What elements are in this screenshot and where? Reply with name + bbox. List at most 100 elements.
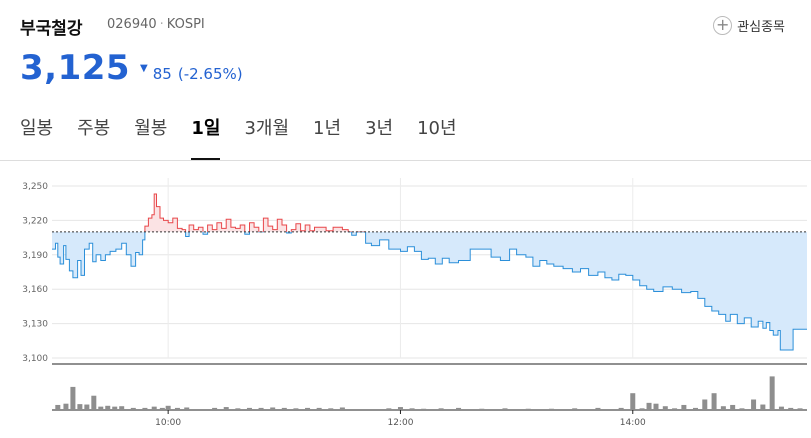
intraday-chart[interactable]: 3,250 3,220 3,190 3,160 3,130 3,100 10:00 12:0… (0, 161, 811, 438)
down-area (52, 231, 807, 350)
volume-bar (55, 404, 61, 410)
volume-bar (397, 407, 403, 410)
price-line-down (52, 231, 807, 351)
y-tick-label: 3,220 (22, 216, 48, 226)
volume-bar (639, 408, 645, 410)
chart-grid (52, 178, 807, 411)
volume-bar (646, 402, 652, 410)
volume-bar (672, 408, 678, 410)
tab-monthly[interactable]: 월봉 (134, 118, 168, 139)
volume-bar (223, 407, 229, 410)
y-tick-label: 3,190 (22, 251, 48, 261)
tab-10year[interactable]: 10년 (417, 118, 457, 139)
tab-daily[interactable]: 일봉 (20, 118, 54, 139)
volume-bar (151, 406, 157, 410)
volume-bar (165, 405, 171, 410)
volume-bar (281, 407, 287, 410)
volume-bar (525, 408, 531, 410)
tab-weekly[interactable]: 주봉 (77, 118, 111, 139)
x-tick-label: 12:00 (387, 418, 413, 428)
volume-bar (421, 408, 427, 410)
volume-bar (339, 407, 345, 410)
volume-bar (316, 407, 322, 410)
volume-bar (788, 407, 794, 410)
volume-bar (84, 404, 90, 410)
y-axis: 3,250 3,220 3,190 3,160 3,130 3,100 (22, 182, 48, 364)
volume-bar (184, 407, 190, 410)
chart-lines (52, 193, 807, 351)
volume-bar (456, 407, 462, 410)
tab-3month[interactable]: 3개월 (244, 118, 290, 139)
volume-bar (98, 406, 104, 410)
volume-bar (751, 399, 757, 410)
volume-bar (548, 408, 554, 410)
stock-name: 부국철강 (20, 19, 83, 39)
y-tick-label: 3,130 (22, 320, 48, 330)
volume-bar (778, 406, 784, 410)
volume-bar (119, 406, 125, 410)
volume-bars (55, 376, 803, 410)
volume-bar (130, 407, 136, 410)
x-tick-label: 14:00 (620, 418, 646, 428)
volume-bar (572, 408, 578, 410)
volume-bar (479, 408, 485, 410)
up-area (144, 194, 349, 232)
volume-bar (305, 407, 311, 410)
volume-bar (235, 408, 241, 410)
volume-bar (630, 393, 636, 410)
volume-bar (769, 376, 775, 410)
volume-bar (174, 407, 180, 410)
volume-bar (159, 407, 165, 410)
current-price: 3,125 (20, 48, 131, 88)
volume-bar (70, 386, 76, 410)
tab-1day[interactable]: 1일 (191, 114, 221, 160)
volume-bar (77, 404, 83, 410)
volume-bar (653, 403, 659, 410)
x-axis: 10:00 12:00 14:00 (155, 410, 646, 428)
volume-bar (681, 404, 687, 410)
volume-bar (730, 404, 736, 410)
volume-bar (595, 407, 601, 410)
volume-bar (142, 407, 148, 410)
volume-bar (409, 408, 415, 410)
volume-bar (760, 404, 766, 410)
volume-bar (293, 408, 299, 410)
volume-bar (502, 408, 508, 410)
volume-bar (797, 408, 803, 410)
volume-bar (112, 406, 118, 410)
price-change-percent: (-2.65%) (177, 65, 243, 83)
tab-3year[interactable]: 3년 (365, 118, 394, 139)
price-line-up (144, 193, 367, 232)
tab-1year[interactable]: 1년 (313, 118, 342, 139)
y-tick-label: 3,100 (22, 354, 48, 364)
y-tick-label: 3,160 (22, 285, 48, 295)
volume-bar (662, 406, 668, 410)
down-triangle-icon: ▼ (140, 63, 148, 74)
separator-dot: · (159, 17, 164, 32)
volume-bar (702, 399, 708, 410)
watchlist-label: 관심종목 (737, 19, 785, 35)
volume-bar (91, 395, 97, 410)
volume-bar (386, 408, 392, 410)
y-tick-label: 3,250 (22, 182, 48, 192)
x-tick-label: 10:00 (155, 418, 181, 428)
plus-icon: + (713, 15, 733, 35)
volume-bar (720, 406, 726, 410)
add-watchlist-button[interactable]: + 관심종목 (713, 14, 785, 36)
volume-bar (258, 407, 264, 410)
volume-bar (270, 407, 276, 410)
volume-bar (711, 393, 717, 410)
stock-code: 026940 (107, 17, 157, 32)
market-name: KOSPI (166, 17, 205, 32)
stock-meta: 026940 · KOSPI (107, 17, 205, 32)
stock-header: 부국철강 026940 · KOSPI + 관심종목 (20, 10, 811, 40)
volume-bar (246, 407, 252, 410)
volume-bar (618, 407, 624, 410)
volume-bar (739, 408, 745, 410)
volume-bar (438, 408, 444, 410)
quote-row: 3,125 ▼ 85 (-2.65%) (20, 48, 243, 88)
volume-bar (212, 407, 218, 410)
volume-bar (63, 403, 69, 410)
chart-areas (52, 194, 807, 350)
price-change: 85 (152, 65, 172, 83)
